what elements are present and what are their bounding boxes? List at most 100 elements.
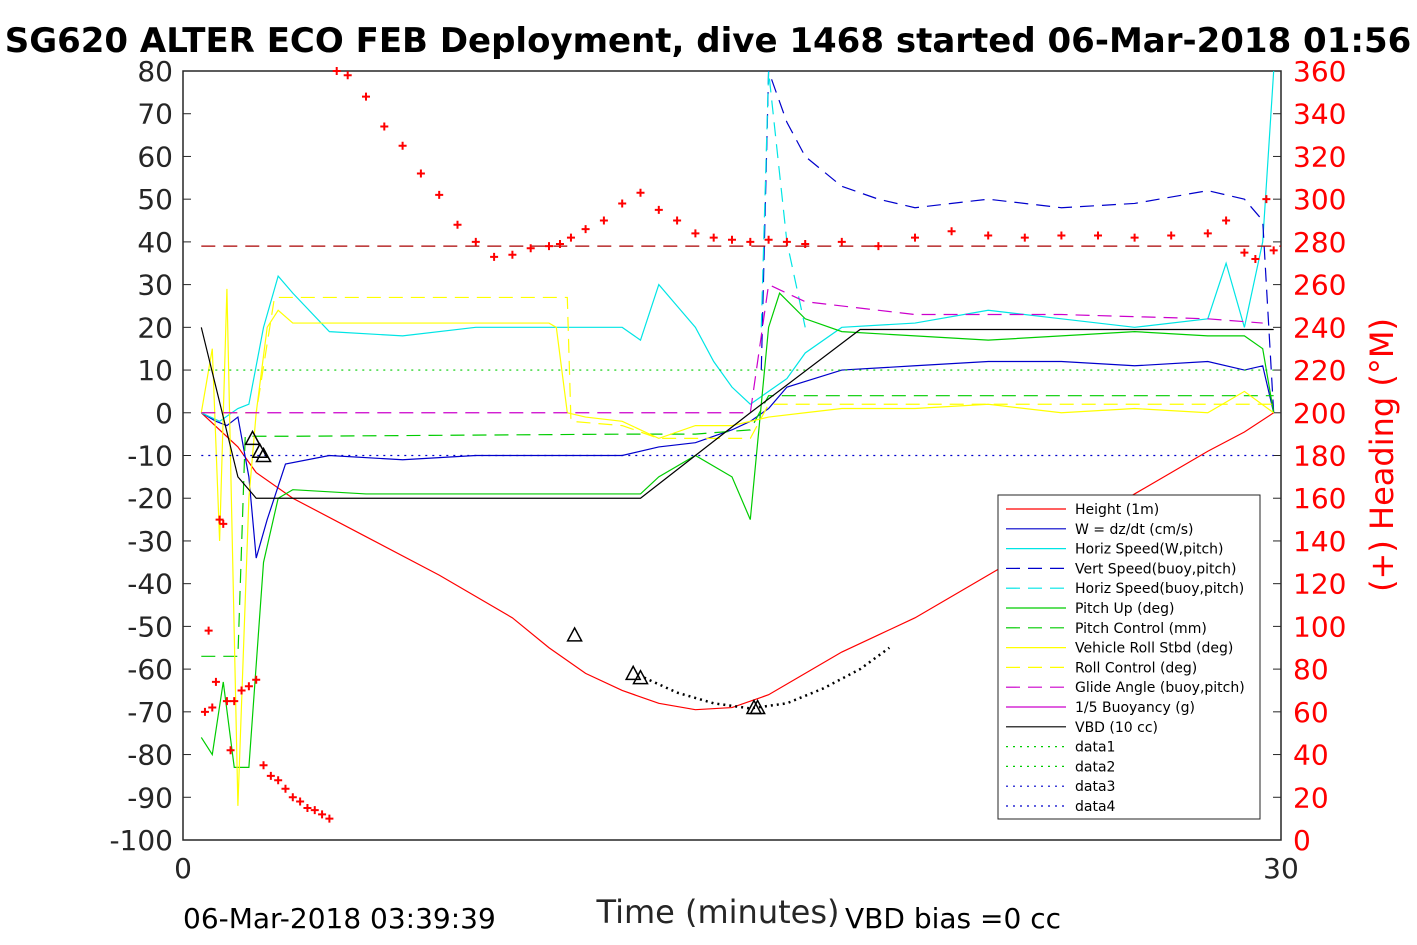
triangle-marker bbox=[251, 442, 269, 458]
heading-point bbox=[1262, 195, 1271, 204]
series-line-2 bbox=[201, 70, 1275, 423]
heading-point bbox=[318, 810, 327, 819]
y-right-tick-label: 320 bbox=[1293, 140, 1346, 173]
heading-point bbox=[230, 697, 239, 706]
y-left-tick-label: -20 bbox=[127, 482, 173, 515]
heading-point bbox=[555, 240, 564, 249]
heading-point bbox=[252, 675, 261, 684]
triangle-marker bbox=[255, 446, 272, 463]
heading-point bbox=[673, 216, 682, 225]
plot-area bbox=[182, 70, 1282, 841]
series-line-10 bbox=[200, 327, 1274, 499]
heading-point bbox=[471, 237, 480, 246]
series-line-4 bbox=[760, 70, 806, 328]
y-right-tick-label: 300 bbox=[1293, 183, 1346, 216]
heading-point bbox=[874, 242, 883, 251]
series-line-6 bbox=[201, 395, 1274, 657]
y-right-tick-label: 200 bbox=[1293, 397, 1346, 430]
x-tick-30: 30 bbox=[1263, 852, 1299, 885]
heading-point bbox=[545, 242, 553, 251]
heading-point bbox=[1130, 233, 1139, 242]
legend-label: VBD (10 cc) bbox=[1075, 720, 1158, 736]
heading-point bbox=[222, 697, 231, 706]
y-left-tick-label: 50 bbox=[137, 183, 173, 216]
y-right-tick-label: 20 bbox=[1293, 781, 1329, 814]
heading-point bbox=[362, 92, 370, 101]
y-right-tick-label: 180 bbox=[1293, 440, 1346, 473]
legend-label: data2 bbox=[1075, 759, 1115, 775]
heading-point bbox=[526, 244, 535, 253]
y-left-tick-label: 70 bbox=[137, 98, 173, 131]
heading-point bbox=[636, 188, 645, 197]
y-left-tick-label: -90 bbox=[127, 781, 173, 814]
y-right-tick-label: 60 bbox=[1293, 696, 1329, 729]
heading-point bbox=[764, 235, 773, 244]
heading-point bbox=[1222, 216, 1231, 225]
heading-point bbox=[244, 682, 253, 691]
y-right-tick-label: 280 bbox=[1293, 226, 1346, 259]
y-left-tick-label: -60 bbox=[127, 653, 173, 686]
heading-point bbox=[508, 250, 517, 259]
heading-point bbox=[416, 169, 425, 178]
y-left-tick-label: -50 bbox=[127, 610, 173, 643]
triangle-marker bbox=[566, 626, 583, 642]
heading-point bbox=[1094, 231, 1102, 240]
legend-label: Pitch Control (mm) bbox=[1075, 621, 1207, 637]
y-right-tick-label: 0 bbox=[1293, 824, 1311, 857]
series-line-8 bbox=[201, 296, 1274, 440]
legend-label: Height (1m) bbox=[1075, 502, 1159, 518]
legend-label: Vehicle Roll Stbd (deg) bbox=[1075, 641, 1233, 657]
legend-label: W = dz/dt (cm/s) bbox=[1075, 522, 1194, 538]
heading-point bbox=[204, 626, 213, 635]
heading-point bbox=[801, 240, 810, 249]
heading-point bbox=[1251, 254, 1260, 263]
heading-point bbox=[398, 141, 407, 150]
y-right-tick-label: 360 bbox=[1293, 55, 1346, 88]
right-axis-label: (+) Heading (°M) bbox=[1363, 318, 1401, 592]
legend-label: Vert Speed(buoy,pitch) bbox=[1075, 561, 1237, 577]
y-left-tick-label: 80 bbox=[137, 55, 173, 88]
legend-label: Glide Angle (buoy,pitch) bbox=[1075, 680, 1245, 696]
series-line-3 bbox=[760, 70, 1275, 413]
heading-point bbox=[303, 803, 312, 812]
heading-point bbox=[266, 771, 275, 780]
y-left-tick-label: 20 bbox=[137, 311, 173, 344]
heading-point bbox=[984, 231, 993, 240]
dotted-segment bbox=[643, 646, 891, 710]
heading-point bbox=[709, 233, 718, 242]
heading-point bbox=[259, 761, 268, 770]
y-left-tick-label: 40 bbox=[137, 226, 173, 259]
triangle-marker bbox=[632, 669, 649, 685]
y-left-tick-label: 60 bbox=[137, 140, 173, 173]
heading-point bbox=[332, 67, 341, 75]
x-axis-label: Time (minutes) bbox=[596, 893, 840, 931]
heading-point bbox=[490, 252, 499, 261]
heading-point bbox=[618, 199, 627, 208]
heading-point bbox=[1269, 246, 1278, 255]
heading-point bbox=[380, 122, 389, 131]
heading-point bbox=[208, 703, 217, 712]
heading-point bbox=[226, 746, 235, 755]
heading-point bbox=[200, 707, 209, 716]
y-right-tick-label: 140 bbox=[1293, 525, 1346, 558]
heading-point bbox=[1020, 233, 1029, 242]
right-axis-ticks: 3603403203002802602402202001801601401201… bbox=[1293, 55, 1346, 857]
footer-timestamp: 06-Mar-2018 03:39:39 bbox=[183, 902, 496, 935]
heading-point bbox=[691, 229, 700, 238]
heading-point bbox=[947, 227, 956, 236]
series-line-1 bbox=[200, 360, 1275, 559]
legend: Height (1m) W = dz/dt (cm/s) Horiz Speed(W… bbox=[997, 494, 1261, 820]
y-left-tick-label: 10 bbox=[137, 354, 173, 387]
heading-point bbox=[435, 190, 444, 199]
y-right-tick-label: 160 bbox=[1293, 482, 1346, 515]
heading-point bbox=[211, 677, 220, 686]
heading-point bbox=[837, 237, 846, 246]
y-left-tick-label: -30 bbox=[127, 525, 173, 558]
heading-point bbox=[343, 71, 352, 80]
legend-label: 1/5 Buoyancy (g) bbox=[1075, 700, 1195, 716]
x-tick-0: 0 bbox=[174, 852, 192, 885]
heading-point bbox=[237, 686, 246, 695]
heading-point bbox=[310, 806, 319, 815]
series-line-9 bbox=[201, 283, 1263, 414]
